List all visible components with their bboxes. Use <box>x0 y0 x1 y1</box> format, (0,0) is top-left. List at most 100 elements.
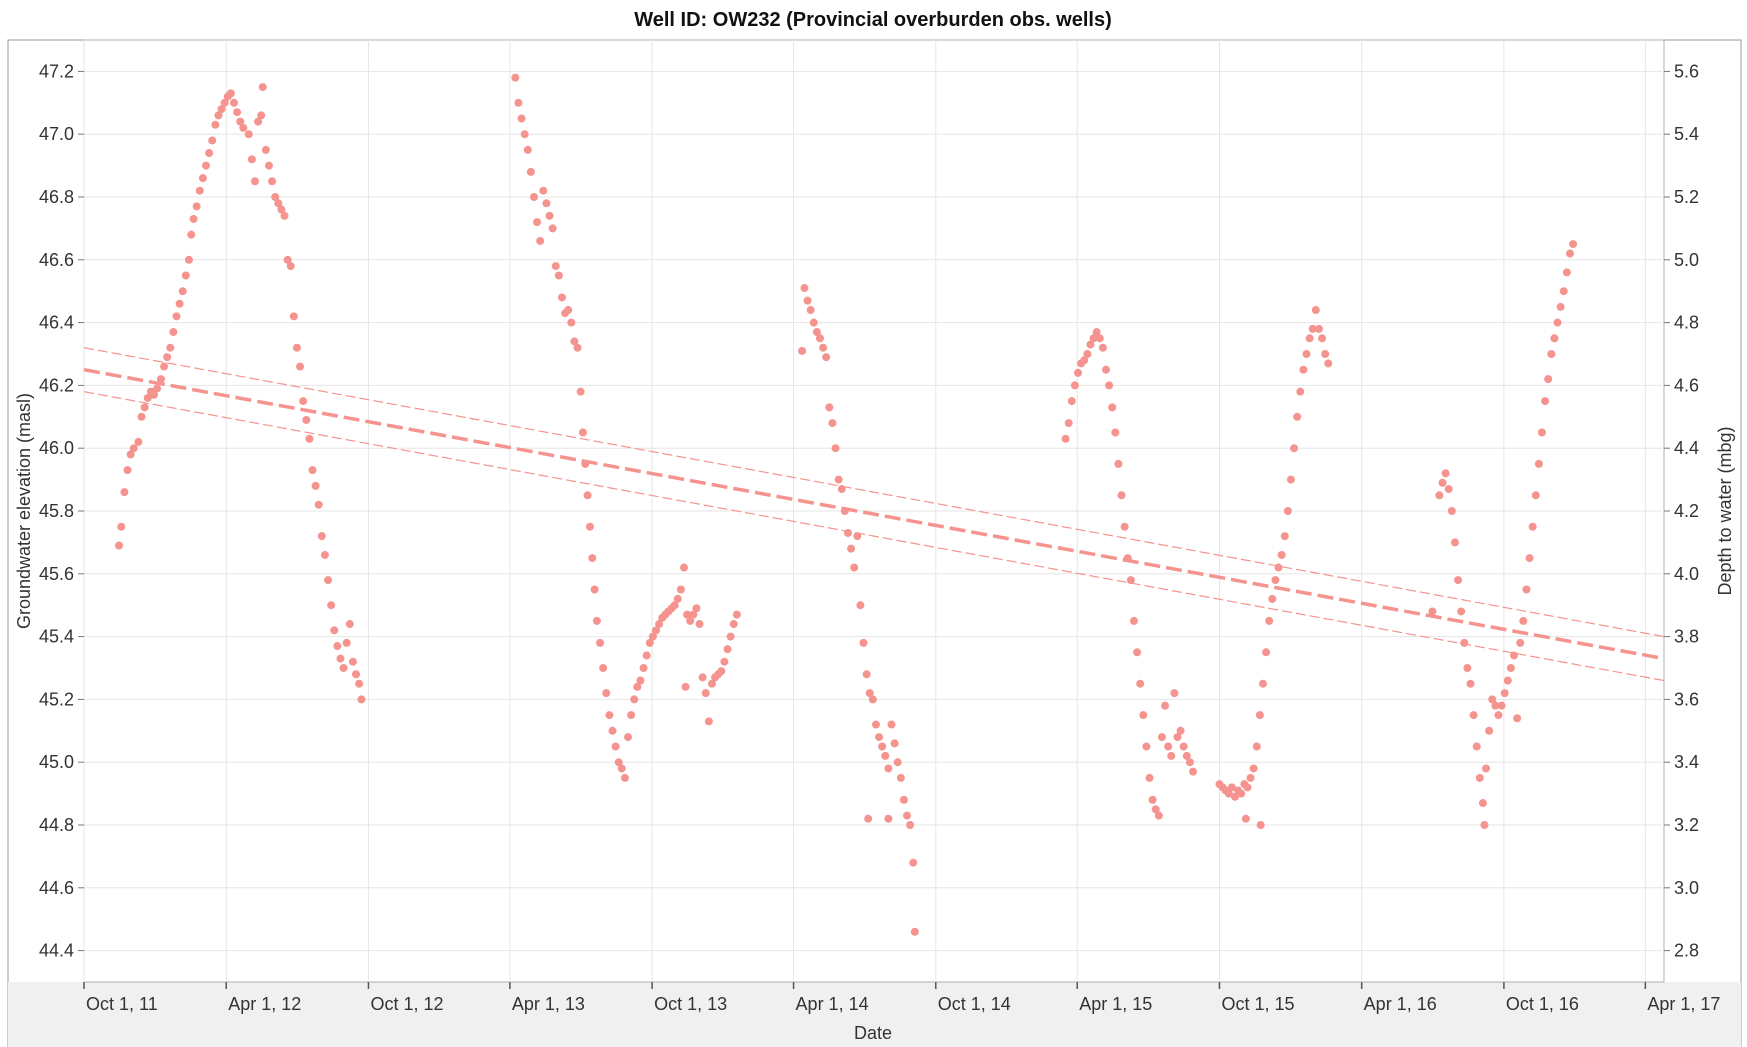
y-axis-right: 2.8 3.0 3.2 3.4 3.6 3.8 4.0 4.2 4.4 4.6 4.8 5.0 5.2 5… <box>1664 61 1699 961</box>
data-point <box>588 554 597 563</box>
data-point <box>545 211 554 220</box>
data-point <box>1302 350 1311 358</box>
data-point <box>1258 679 1267 688</box>
data-point <box>169 328 178 337</box>
data-point <box>292 343 301 352</box>
y2-tick-label: 2.8 <box>1674 941 1699 961</box>
data-point <box>123 466 132 475</box>
data-point <box>1510 651 1519 660</box>
data-point <box>645 638 654 647</box>
y-tick-label: 46.8 <box>39 187 74 207</box>
data-point <box>244 130 253 139</box>
data-point <box>548 224 557 233</box>
data-point <box>1089 334 1098 343</box>
data-point <box>1154 811 1163 820</box>
data-point <box>624 733 633 742</box>
y2-tick-label: 5.4 <box>1674 124 1699 144</box>
data-point <box>1547 350 1556 358</box>
data-point <box>1274 563 1283 572</box>
data-point <box>1148 795 1157 804</box>
data-point <box>153 384 162 393</box>
x-axis: Oct 1, 11 Apr 1, 12 Oct 1, 12 Apr 1, 13 Oct … <box>83 982 1720 1014</box>
data-point <box>853 532 862 541</box>
data-point <box>1080 356 1089 365</box>
data-point <box>1101 365 1110 374</box>
data-point <box>117 522 126 531</box>
y2-tick-label: 4.8 <box>1674 313 1699 333</box>
data-point <box>1438 478 1447 487</box>
data-point <box>704 717 713 726</box>
data-point <box>868 695 877 704</box>
x-tick-label: Oct 1, 13 <box>654 994 727 1014</box>
data-point <box>187 230 196 239</box>
data-point <box>277 205 286 214</box>
data-point <box>1485 726 1494 735</box>
data-point <box>1271 576 1280 585</box>
data-point <box>333 642 342 651</box>
data-point <box>283 255 292 264</box>
y2-tick-label: 5.6 <box>1674 61 1699 81</box>
data-point <box>175 299 184 308</box>
data-point <box>1544 375 1553 384</box>
data-point <box>551 262 560 271</box>
data-point <box>299 397 308 406</box>
x-axis-band <box>8 982 1741 1047</box>
data-point <box>590 585 599 594</box>
data-point <box>831 444 840 453</box>
data-point <box>320 550 329 559</box>
data-point <box>806 306 815 315</box>
data-point <box>1067 397 1076 406</box>
data-point <box>264 161 273 170</box>
data-point <box>856 601 865 610</box>
data-point <box>581 459 590 468</box>
y-tick-label: 47.2 <box>39 61 74 81</box>
data-point <box>1167 751 1176 760</box>
data-point <box>1061 434 1070 443</box>
data-point <box>1469 711 1478 720</box>
data-point <box>1569 240 1578 249</box>
data-point <box>1513 714 1522 723</box>
data-point <box>302 415 311 424</box>
data-point <box>850 563 859 572</box>
data-point <box>910 927 919 936</box>
data-point <box>143 393 152 402</box>
data-point <box>815 334 824 343</box>
data-point <box>1265 616 1274 625</box>
data-point <box>692 604 701 613</box>
data-point <box>189 214 198 223</box>
data-point <box>1114 459 1123 468</box>
data-point <box>1283 507 1292 515</box>
data-point <box>217 105 226 114</box>
data-point <box>261 145 270 154</box>
data-point <box>1243 783 1252 792</box>
data-point <box>137 412 146 421</box>
data-point <box>881 751 890 760</box>
data-point <box>1478 799 1487 808</box>
x-tick-label: Apr 1, 15 <box>1079 994 1152 1014</box>
x-tick-label: Apr 1, 13 <box>512 994 585 1014</box>
data-point <box>1296 387 1305 396</box>
data-point <box>1157 733 1166 742</box>
data-point <box>652 626 661 635</box>
y2-tick-label: 3.4 <box>1674 752 1699 772</box>
y-tick-label: 44.8 <box>39 815 74 835</box>
y2-axis-label: Depth to water (mbg) <box>1715 426 1735 595</box>
data-point <box>1480 821 1489 829</box>
data-point <box>355 679 364 688</box>
y-tick-label: 46.4 <box>39 313 74 333</box>
data-point <box>202 161 211 170</box>
data-point <box>352 670 361 679</box>
data-point <box>198 174 207 183</box>
data-point <box>884 814 893 823</box>
data-point <box>670 601 679 610</box>
y-tick-label: 44.6 <box>39 878 74 898</box>
data-point <box>723 645 732 654</box>
y-tick-label: 46.6 <box>39 250 74 270</box>
data-point <box>126 450 135 459</box>
data-point <box>205 149 214 158</box>
data-point <box>602 689 611 698</box>
data-point <box>1280 532 1289 541</box>
data-point <box>893 758 902 767</box>
data-point <box>1516 638 1525 647</box>
data-point <box>1164 742 1173 751</box>
